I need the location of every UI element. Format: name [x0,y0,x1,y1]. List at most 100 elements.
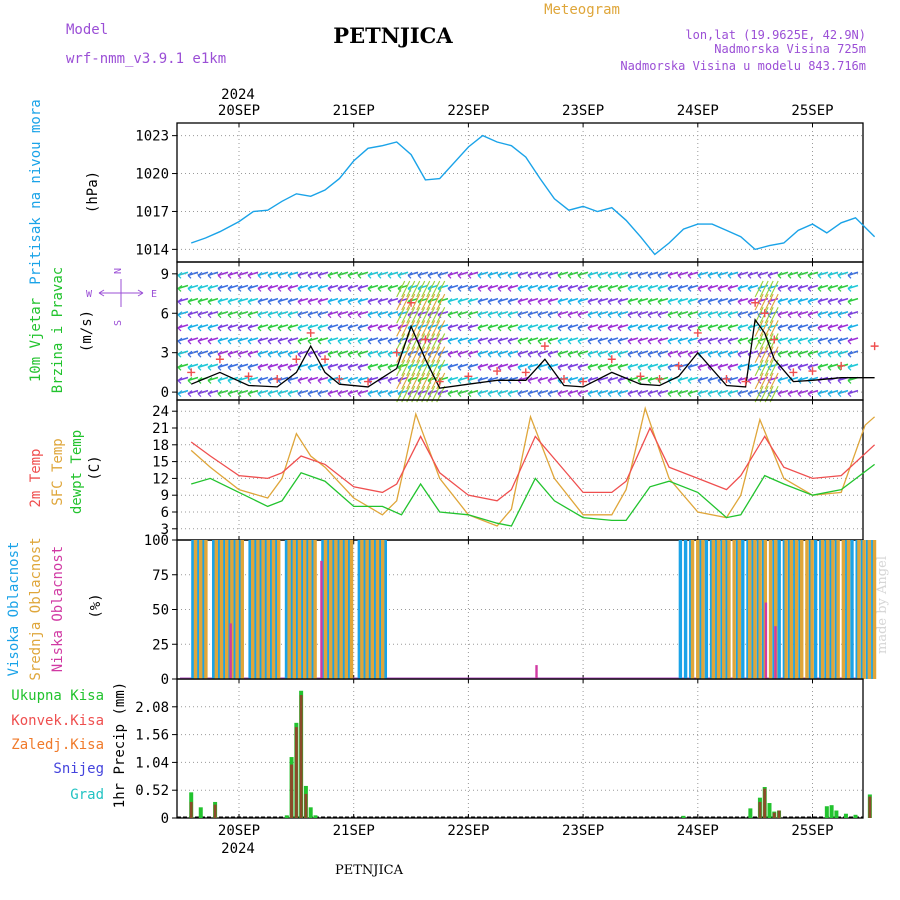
mid-cloud-bar [308,540,312,679]
wind-arrow-head [717,311,723,319]
high-cloud-bar [357,540,362,679]
wind-arrow-head [797,324,803,332]
wind-arrow [627,324,639,329]
high-cloud-bar [720,540,724,679]
wind-arrow-head [707,298,713,306]
gust-streak [769,307,779,324]
wind-arrow-head [267,363,273,371]
wind-arrow-head [657,298,663,306]
wind-arrow-head [257,284,263,292]
wind-arrow [607,324,619,329]
wind-arrow-head [457,376,463,384]
mid-cloud-bar [727,540,731,679]
gust-streak [764,320,774,337]
wind-arrow [707,284,719,290]
gust-marker [607,355,616,364]
mid-cloud-bar [370,540,375,679]
high-cloud-bar [772,540,776,679]
lonlat-label: lon,lat (19.9625E, 42.9N) [685,28,866,42]
wind-arrow-head [397,284,403,292]
wind-arrow-head [667,363,673,371]
wind-arrow [837,324,849,329]
wind-arrow-head [407,337,413,345]
wind-arrow-head [537,271,543,279]
gust-marker [559,374,568,383]
gust-streak [769,346,779,363]
wind-arrow-head [417,324,423,332]
mid-cloud-bar [360,540,364,679]
wind-arrow-head [607,363,613,371]
convective-rain-bar [772,812,776,818]
wind-arrow-head [477,363,483,371]
wind-arrow-head [177,337,183,345]
gust-marker [540,342,549,351]
gust-marker [321,355,330,364]
wind-arrow-head [277,337,283,345]
high-cloud-bar [331,540,336,679]
gust-marker [215,355,224,364]
high-cloud-bar [321,540,325,679]
wind-arrow-head [317,324,323,332]
high-cloud-bar [248,540,252,679]
wind-arrow-head [277,271,283,279]
y-tick-label: 25 [152,637,169,653]
wind-arrow [597,297,609,303]
wind-arrow-head [647,324,653,332]
wind-arrow-head [197,298,203,306]
gust-marker [493,367,502,376]
wind-arrow-head [697,298,703,306]
wind-arrow-head [827,298,833,306]
wind-arrow-head [777,298,783,306]
wind-arrow-head [787,363,793,371]
gust-streak [436,346,446,363]
high-cloud-bar [829,540,833,679]
wind-arrow [557,337,569,342]
wind-arrow [657,324,669,329]
gust-streak [764,293,774,311]
wind-arrow [667,284,679,290]
gust-streak [764,359,774,377]
wind-arrow-head [637,363,643,371]
wind-arrow [827,363,839,369]
precip-legend-item: Zaledj.Kisa [11,737,104,753]
wind-arrow-head [717,390,723,398]
wind-arrow [517,324,529,329]
wind-arrow [787,363,799,369]
wind-arrow-head [657,324,663,332]
wind-arrow-head [817,284,823,292]
wind-arrow [677,376,689,382]
wind-arrow [607,337,619,342]
wind-arrow-head [797,350,803,358]
wind-arrow-head [557,298,563,306]
wind-arrow-head [417,363,423,371]
wind-arrow-head [667,337,673,345]
wind-arrow-head [637,284,643,292]
total-rain-bar [198,807,203,818]
gust-marker [244,372,253,381]
wind-arrow-head [177,376,183,384]
total-rain-bar [767,803,772,818]
wind-arrow-head [797,363,803,371]
wind-arrow-head [527,337,533,345]
mid-cloud-bar [240,540,245,679]
bottom-day-label: 25SEP [791,823,833,839]
wind-arrow-head [657,350,663,358]
wind-arrow [667,297,679,303]
wind-arrow [707,337,719,342]
wind-arrow-head [327,298,333,306]
wind-arrow-head [497,363,503,371]
gust-streak [416,359,426,377]
wind-arrow [527,284,539,290]
low-cloud-bar [535,665,538,679]
y-tick-label: 1.04 [135,755,169,771]
wind-arrow-head [617,363,623,371]
gust-streak [431,320,441,337]
wind-arrow-head [847,298,853,306]
wind-arrow [647,284,659,290]
gust-streak [421,320,431,337]
wind-arrow [577,310,589,316]
wind-arrow-head [687,363,693,371]
gust-streak [769,293,779,311]
wind-arrow-head [507,284,513,292]
wind-arrow-head [817,390,823,398]
